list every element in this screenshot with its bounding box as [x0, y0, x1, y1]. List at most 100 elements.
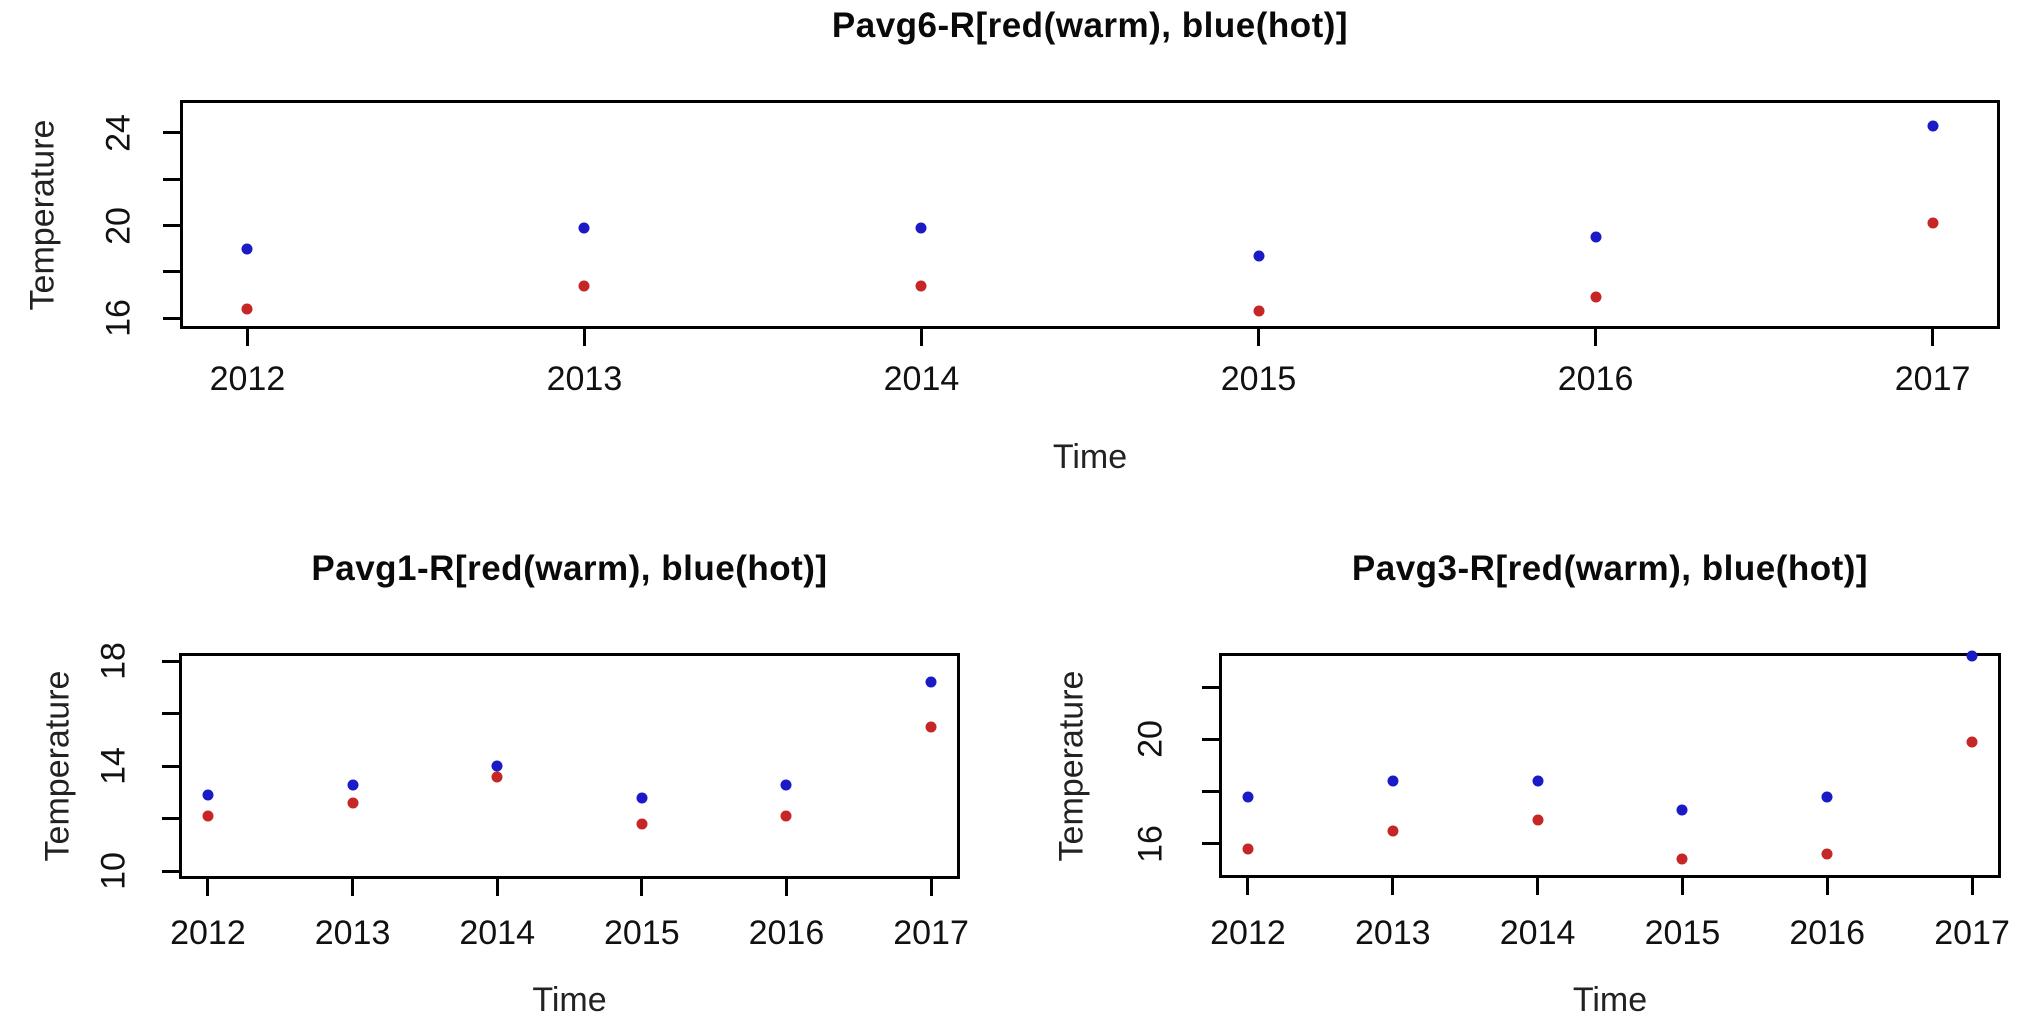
data-point-blue [1242, 791, 1254, 803]
data-point-red [491, 771, 503, 783]
data-point-red [241, 303, 253, 315]
plot-area [1219, 653, 2001, 878]
data-point-blue [1821, 791, 1833, 803]
data-point-blue [1532, 775, 1544, 787]
y-tick-mark [163, 224, 180, 228]
x-tick-mark [495, 879, 499, 896]
data-point-red [1927, 217, 1939, 229]
chart-title: Pavg3-R[red(warm), blue(hot)] [1351, 549, 1869, 588]
data-point-blue [347, 779, 359, 790]
x-axis-title: Time [1572, 981, 1648, 1019]
data-point-blue [1927, 120, 1939, 132]
x-tick-label: 2012 [1210, 914, 1286, 952]
x-tick-mark [1680, 878, 1684, 895]
data-point-blue [1676, 804, 1688, 816]
data-point-blue [241, 243, 253, 255]
x-tick-label: 2016 [1789, 914, 1866, 952]
data-point-blue [1387, 775, 1399, 787]
data-point-red [925, 721, 937, 733]
x-tick-mark [1246, 878, 1250, 895]
x-tick-mark [640, 879, 644, 896]
x-tick-mark [784, 879, 788, 896]
x-tick-label: 2014 [459, 914, 535, 952]
data-point-red [1966, 736, 1978, 748]
x-tick-label: 2012 [170, 914, 246, 952]
data-point-red [1821, 848, 1833, 860]
data-point-red [347, 797, 359, 809]
y-tick-mark [163, 177, 180, 181]
x-tick-label: 2013 [546, 360, 623, 398]
x-tick-label: 2017 [1894, 360, 1971, 398]
x-tick-label: 2015 [1220, 360, 1297, 398]
y-tick-mark [163, 316, 180, 320]
plot-area [180, 100, 2000, 329]
x-tick-mark [1931, 329, 1935, 346]
y-tick-label: 16 [99, 299, 138, 338]
data-point-red [578, 280, 590, 292]
x-tick-label: 2013 [314, 914, 391, 952]
x-tick-label: 2012 [209, 360, 286, 398]
data-point-blue [1966, 650, 1978, 662]
x-tick-label: 2013 [1354, 914, 1431, 952]
x-tick-mark [351, 879, 355, 896]
y-tick-mark [163, 131, 180, 135]
x-axis-title: Time [532, 981, 607, 1019]
x-tick-mark [245, 329, 249, 346]
y-axis-title: Temperature [23, 119, 62, 310]
y-tick-label: 10 [94, 852, 133, 891]
y-tick-label: 16 [1131, 824, 1170, 863]
data-point-red [780, 810, 792, 822]
data-point-blue [491, 760, 503, 772]
data-point-blue [202, 789, 214, 801]
y-tick-mark [1202, 842, 1219, 846]
data-point-red [1387, 825, 1399, 837]
data-point-blue [578, 222, 590, 234]
y-tick-mark [162, 659, 179, 663]
y-tick-label: 24 [99, 113, 138, 152]
y-tick-mark [163, 270, 180, 274]
data-point-blue [1590, 231, 1602, 243]
data-point-blue [780, 779, 792, 790]
y-tick-label: 18 [94, 642, 133, 681]
data-point-red [636, 818, 648, 830]
x-tick-mark [929, 879, 933, 896]
x-tick-label: 2014 [1499, 914, 1576, 952]
y-tick-mark [1202, 685, 1219, 689]
data-point-red [1532, 814, 1544, 826]
x-tick-mark [206, 879, 210, 896]
x-tick-mark [582, 329, 586, 346]
x-tick-label: 2017 [893, 914, 969, 952]
y-tick-mark [162, 869, 179, 873]
data-point-red [1676, 853, 1688, 865]
x-tick-mark [1257, 329, 1261, 346]
y-tick-mark [162, 712, 179, 716]
x-tick-label: 2016 [748, 914, 825, 952]
x-tick-mark [1536, 878, 1540, 895]
y-tick-mark [1202, 737, 1219, 741]
plot-area [179, 653, 960, 879]
x-axis-title: Time [1052, 438, 1128, 476]
y-tick-label: 14 [94, 747, 133, 786]
data-point-blue [636, 792, 648, 804]
chart-title: Pavg1-R[red(warm), blue(hot)] [311, 549, 828, 588]
x-tick-label: 2017 [1934, 914, 2010, 952]
data-point-red [915, 280, 927, 292]
y-tick-mark [162, 817, 179, 821]
data-point-red [202, 810, 214, 822]
data-point-red [1253, 305, 1265, 317]
x-tick-mark [1970, 878, 1974, 895]
y-axis-title: Temperature [38, 670, 77, 862]
y-tick-label: 20 [1131, 720, 1170, 759]
x-tick-label: 2015 [1644, 914, 1721, 952]
x-tick-mark [919, 329, 923, 346]
data-point-blue [925, 676, 937, 688]
x-tick-mark [1391, 878, 1395, 895]
y-tick-mark [162, 764, 179, 768]
data-point-red [1242, 843, 1254, 855]
data-point-blue [1253, 250, 1265, 262]
chart-title: Pavg6-R[red(warm), blue(hot)] [831, 6, 1349, 45]
y-axis-title: Temperature [1052, 670, 1091, 861]
data-point-red [1590, 291, 1602, 303]
x-tick-label: 2014 [883, 360, 960, 398]
